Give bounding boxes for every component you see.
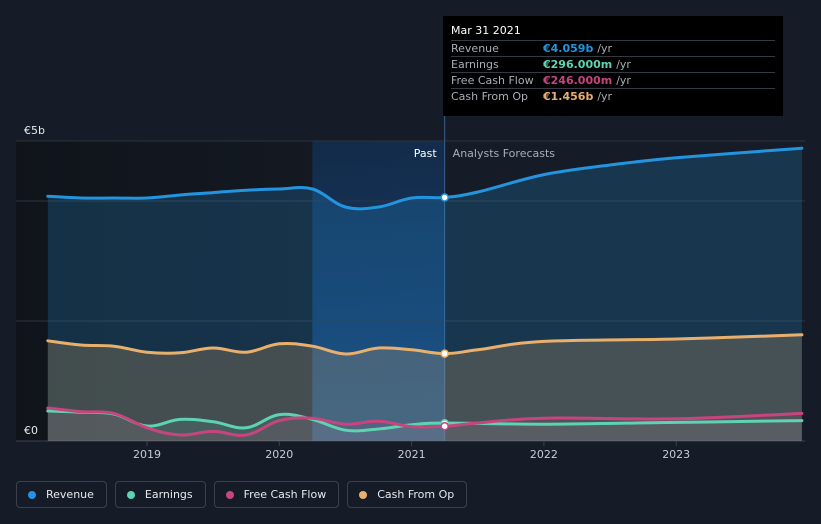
legend-label: Free Cash Flow: [243, 488, 327, 501]
tooltip-unit: /yr: [616, 74, 631, 87]
tooltip-name: Revenue: [451, 42, 499, 55]
tooltip-row: Cash From Op €1.456b /yr: [451, 88, 775, 104]
y-tick-label: €5b: [24, 124, 45, 137]
x-tick-label: 2022: [530, 448, 558, 461]
legend-label: Earnings: [144, 488, 193, 501]
legend-item-cash-from-op[interactable]: Cash From Op: [347, 481, 468, 508]
legend-label: Revenue: [46, 488, 94, 501]
legend-item-revenue[interactable]: Revenue: [16, 481, 107, 508]
legend-dot-icon: [225, 490, 234, 499]
tooltip-value: €246.000m: [543, 74, 613, 87]
revenue-area: [47, 148, 802, 441]
tooltip-name: Cash From Op: [451, 90, 529, 103]
revenue-line: [46, 146, 804, 211]
tooltip-date: Mar 31 2021: [451, 24, 521, 37]
legend-label: Cash From Op: [377, 488, 455, 501]
x-tick-label: 2019: [133, 448, 161, 461]
legend-dot-icon: [126, 490, 135, 499]
tooltip-name: Earnings: [451, 58, 499, 71]
x-tick-label: 2023: [662, 448, 690, 461]
legend-item-free-cash-flow[interactable]: Free Cash Flow: [213, 481, 340, 508]
tooltip-value: €1.456b: [543, 90, 594, 103]
tooltip-name: Free Cash Flow: [451, 74, 534, 87]
free-cash-flow-line: [46, 406, 804, 437]
tooltip-unit: /yr: [597, 90, 613, 103]
legend-dot-icon: [28, 490, 36, 499]
free-cash-flow-marker: [440, 421, 449, 431]
forecast-label: Analysts Forecasts: [453, 147, 556, 160]
tooltip: Mar 31 2021 Revenue €4.059b /yr Earnings…: [443, 16, 783, 116]
legend-dot-icon: [359, 490, 368, 499]
highlight-band: [312, 141, 445, 441]
tooltip-value: €4.059b: [543, 42, 594, 55]
past-label: Past: [414, 147, 438, 160]
y-tick-label: €0: [24, 424, 38, 437]
legend: Revenue Earnings Free Cash Flow Cash Fro…: [16, 481, 475, 508]
legend-item-earnings[interactable]: Earnings: [114, 481, 206, 508]
free-cash-flow-area: [47, 408, 802, 441]
tooltip-row: Free Cash Flow €246.000m /yr: [451, 72, 775, 88]
x-tick-label: 2021: [398, 448, 426, 461]
tooltip-value: €296.000m: [543, 58, 613, 71]
tooltip-row: Earnings €296.000m /yr: [451, 56, 775, 72]
cash-from-op-area: [47, 334, 802, 441]
cash-from-op-marker: [440, 349, 449, 358]
tooltip-unit: /yr: [616, 58, 631, 71]
tooltip-unit: /yr: [597, 42, 613, 55]
revenue-marker: [440, 193, 449, 202]
cash-from-op-line: [46, 333, 804, 356]
x-tick-label: 2020: [265, 448, 293, 461]
tooltip-row: Revenue €4.059b /yr: [451, 40, 775, 56]
